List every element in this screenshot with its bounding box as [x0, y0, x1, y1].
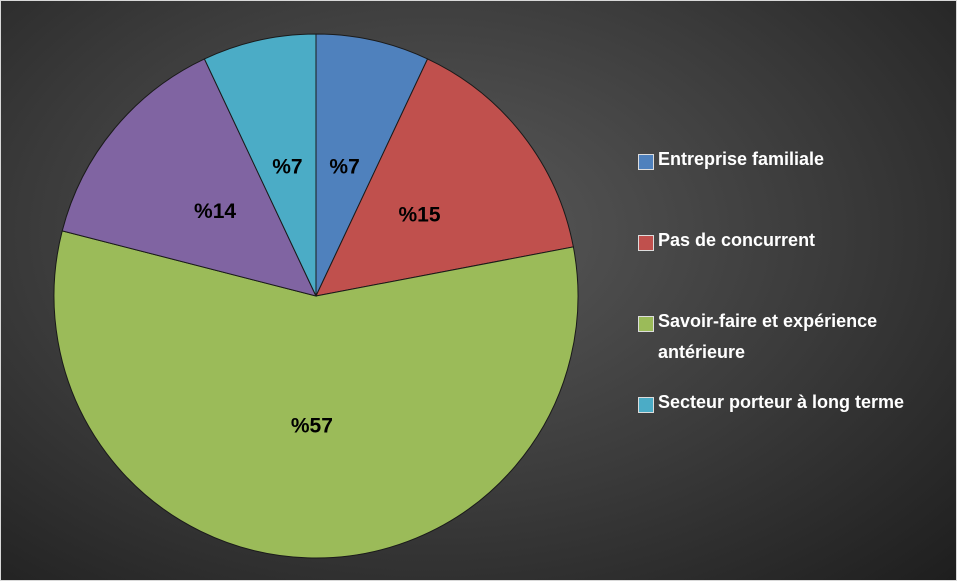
data-label: %57	[291, 414, 333, 437]
legend-swatch	[638, 154, 654, 170]
pie-slice	[203, 33, 317, 297]
legend-item: Savoir-faire et expérience antérieure	[638, 311, 938, 368]
legend-item: Pas de concurrent	[638, 230, 938, 256]
pie-slice	[61, 58, 317, 297]
data-label: %7	[272, 156, 302, 179]
pie-slice	[315, 58, 574, 297]
legend-swatch	[638, 397, 654, 413]
data-label: %14	[194, 200, 236, 223]
legend-label: Secteur porteur à long terme	[658, 392, 905, 412]
legend-label: Pas de concurrent	[658, 230, 816, 250]
legend-label: Savoir-faire et expérience antérieure	[658, 311, 878, 362]
legend-label: Entreprise familiale	[658, 149, 825, 169]
data-label: %15	[398, 203, 440, 226]
legend-swatch	[638, 235, 654, 251]
data-label: %7	[329, 156, 359, 179]
pie-slice	[53, 230, 579, 559]
legend-item: Entreprise familiale	[638, 149, 938, 175]
pie-slice	[315, 33, 429, 297]
legend-swatch	[638, 316, 654, 332]
legend-item: Secteur porteur à long terme	[638, 392, 938, 418]
